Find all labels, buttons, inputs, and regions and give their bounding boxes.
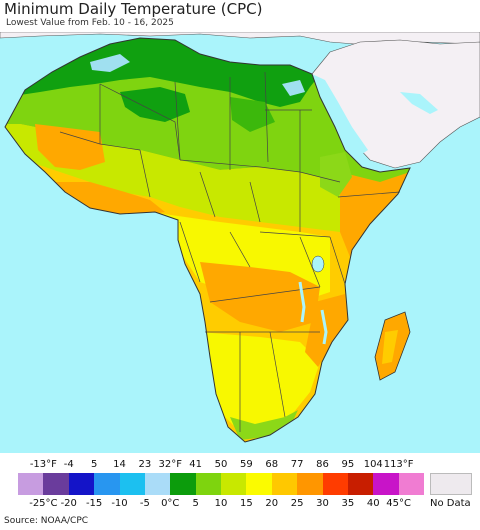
legend-swatch bbox=[271, 473, 298, 495]
celsius-label: -20 bbox=[60, 498, 77, 509]
source-credit: Source: NOAA/CPC bbox=[4, 516, 89, 526]
celsius-label: 15 bbox=[240, 498, 253, 509]
celsius-label: -10 bbox=[111, 498, 128, 509]
legend-swatch bbox=[246, 473, 272, 495]
legend: -13°F -4 5 14 23 32°F 41 50 59 68 77 86 95 104 113°F -… bbox=[0, 453, 480, 513]
fahrenheit-label: 68 bbox=[265, 459, 279, 470]
map-subtitle: Lowest Value from Feb. 10 - 16, 2025 bbox=[6, 18, 174, 28]
fahrenheit-label: 5 bbox=[90, 459, 98, 470]
zone-egypt-cold bbox=[282, 80, 305, 96]
legend-swatch bbox=[43, 473, 69, 495]
map-canvas bbox=[0, 31, 480, 453]
fahrenheit-label: 14 bbox=[113, 459, 126, 470]
legend-fahrenheit-labels: -13°F -4 5 14 23 32°F 41 50 59 68 77 86 95 104 113°F bbox=[12, 459, 432, 471]
celsius-label: -25°C bbox=[29, 498, 58, 509]
zone-sahara-green-patch bbox=[120, 87, 190, 122]
zone-ethiopia-green bbox=[320, 152, 352, 197]
zone-atlas-cold bbox=[90, 54, 130, 72]
celsius-label: 35 bbox=[341, 498, 355, 509]
celsius-label: 45°C bbox=[386, 498, 411, 509]
fahrenheit-label: 23 bbox=[138, 459, 152, 470]
zone-west-orange bbox=[35, 124, 105, 170]
map-title: Minimum Daily Temperature (CPC) bbox=[4, 0, 263, 18]
legend-swatch bbox=[297, 473, 323, 495]
no-data-label: No Data bbox=[430, 498, 471, 509]
zone-horn-orange bbox=[340, 172, 410, 257]
persian-gulf bbox=[400, 92, 438, 114]
legend-color-bar bbox=[18, 473, 424, 495]
lake-tanganyika bbox=[298, 281, 306, 323]
zone-cape-green bbox=[230, 410, 298, 440]
celsius-label: 40 bbox=[366, 498, 380, 509]
africa-temperature-map bbox=[0, 31, 480, 453]
header: Minimum Daily Temperature (CPC) Lowest V… bbox=[0, 0, 480, 32]
legend-swatch bbox=[170, 473, 196, 495]
legend-swatch bbox=[221, 473, 247, 495]
lake-malawi bbox=[320, 309, 328, 345]
fahrenheit-label: 32°F bbox=[158, 459, 182, 470]
legend-swatch bbox=[18, 473, 44, 495]
lake-victoria bbox=[311, 255, 325, 273]
fahrenheit-label: -13°F bbox=[29, 459, 57, 470]
legend-swatch bbox=[373, 473, 399, 495]
celsius-label: 30 bbox=[316, 498, 329, 509]
celsius-label: 10 bbox=[214, 498, 228, 509]
zone-southern-yellow bbox=[200, 332, 320, 432]
fahrenheit-label: 95 bbox=[341, 459, 355, 470]
fahrenheit-label: 86 bbox=[316, 459, 329, 470]
fahrenheit-label: 50 bbox=[214, 459, 228, 470]
legend-swatch bbox=[68, 473, 95, 495]
fahrenheit-label: 104 bbox=[363, 459, 383, 470]
legend-swatch bbox=[144, 473, 171, 495]
legend-swatch bbox=[347, 473, 374, 495]
zone-sahara-green-patch-2 bbox=[230, 97, 275, 132]
africa-outline bbox=[4, 37, 411, 443]
fahrenheit-label: 77 bbox=[290, 459, 304, 470]
celsius-label: -5 bbox=[139, 498, 150, 509]
legend-swatch bbox=[322, 473, 348, 495]
legend-celsius-labels: -25°C -20 -15 -10 -5 0°C 5 10 15 20 25 30 35 40 45°C bbox=[12, 498, 432, 510]
fahrenheit-label: 59 bbox=[240, 459, 253, 470]
red-sea bbox=[312, 74, 368, 154]
fahrenheit-label: 41 bbox=[189, 459, 202, 470]
legend-swatch bbox=[398, 473, 424, 495]
no-data-swatch bbox=[430, 473, 472, 495]
celsius-label: 25 bbox=[290, 498, 304, 509]
zone-south-central-orange bbox=[200, 262, 320, 332]
legend-swatch bbox=[94, 473, 120, 495]
legend-swatch bbox=[119, 473, 145, 495]
legend-swatch bbox=[195, 473, 221, 495]
madagascar-inner bbox=[382, 330, 398, 364]
celsius-label: 5 bbox=[192, 498, 199, 509]
celsius-label: -15 bbox=[85, 498, 103, 509]
fahrenheit-label: -4 bbox=[63, 459, 74, 470]
fahrenheit-label: 113°F bbox=[383, 459, 414, 470]
celsius-label: 0°C bbox=[161, 498, 180, 509]
celsius-label: 20 bbox=[265, 498, 279, 509]
